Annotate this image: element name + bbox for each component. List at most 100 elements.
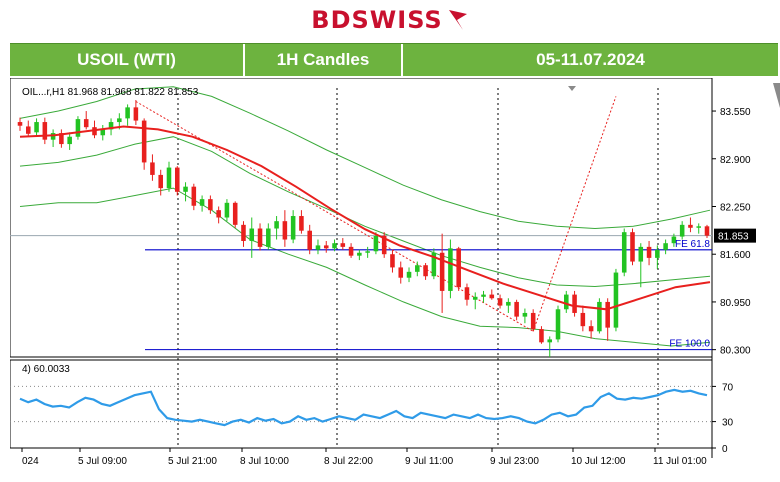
lower-band-line	[19, 187, 711, 347]
candle-body	[257, 228, 263, 247]
candle-body	[597, 301, 602, 332]
brand-logo-text: BDSWISS	[311, 6, 443, 34]
candle-body	[679, 224, 685, 237]
candle-4	[50, 129, 56, 148]
candle-53	[456, 246, 461, 291]
candle-body	[315, 245, 321, 250]
candle-51	[439, 233, 445, 313]
candle-body	[17, 122, 23, 126]
candle-body	[580, 312, 586, 327]
oscillator-tick-label-1: 30	[722, 418, 734, 429]
candle-body	[431, 252, 437, 277]
candle-body	[655, 249, 660, 258]
oscillator-title: 4) 60.0033	[22, 364, 70, 375]
candle-body	[241, 224, 246, 241]
candle-body	[663, 243, 668, 250]
candle-body	[530, 312, 536, 330]
candle-body	[406, 271, 412, 278]
candle-37	[323, 240, 329, 253]
candle-body	[50, 133, 56, 140]
chart-labels: OIL...r,H1 81.968 81.968 81.822 81.853 FE…	[22, 87, 710, 350]
oscillator-tick-label-2: 0	[722, 444, 728, 455]
chart-frame	[9, 77, 713, 458]
candle-52	[448, 239, 453, 299]
price-tick-label-3: 81.600	[720, 250, 751, 261]
candle-27	[241, 221, 246, 247]
candle-64	[547, 336, 553, 357]
candle-body	[290, 216, 296, 240]
candle-body	[92, 127, 97, 136]
candle-body	[332, 243, 337, 249]
candle-body	[42, 122, 48, 140]
candle-body	[671, 236, 677, 244]
candle-14	[133, 100, 139, 125]
time-tick-label-5: 9 Jul 11:00	[405, 456, 454, 467]
candle-body	[621, 232, 627, 273]
vertical-gridlines	[177, 88, 659, 448]
last-price-badge-box	[714, 228, 756, 243]
candle-body	[456, 248, 461, 288]
candle-body	[514, 301, 519, 317]
candle-42	[365, 246, 370, 258]
candle-34	[299, 210, 304, 234]
candle-35	[307, 224, 312, 255]
candle-71	[605, 298, 610, 341]
candle-body	[340, 243, 346, 247]
chart-title: OIL...r,H1 81.968 81.968 81.822 81.853	[22, 87, 199, 98]
candle-body	[572, 294, 577, 313]
candle-17	[158, 169, 163, 196]
oscillator-tick-label-0: 70	[722, 382, 734, 393]
candle-body	[390, 254, 395, 268]
candle-body	[307, 230, 312, 250]
candle-body	[100, 129, 106, 136]
middle-band-line	[19, 136, 711, 288]
time-tick-label-7: 10 Jul 12:00	[571, 456, 626, 467]
candle-82	[696, 223, 701, 234]
candle-body	[67, 136, 72, 145]
candle-11	[108, 118, 114, 136]
time-tick-label-1: 5 Jul 09:00	[78, 456, 127, 467]
candle-61	[522, 308, 528, 324]
flag-icon	[448, 10, 467, 30]
candle-56	[481, 290, 486, 303]
candle-40	[348, 243, 354, 258]
upper-band-line	[19, 86, 711, 230]
candle-body	[630, 232, 635, 262]
candle-8	[83, 111, 89, 130]
instrument-label: USOIL (WTI)	[10, 44, 245, 76]
oscillator-line	[19, 388, 708, 427]
candle-57	[489, 289, 495, 300]
candle-59	[506, 298, 511, 313]
oscillator-panel: 4) 60.0033	[10, 364, 712, 427]
candle-60	[514, 299, 519, 321]
candle-5	[59, 129, 64, 148]
candle-32	[282, 210, 288, 247]
candle-50	[431, 248, 437, 280]
candle-58	[497, 294, 503, 309]
candle-body	[117, 118, 122, 123]
candle-68	[580, 305, 586, 332]
candle-body	[373, 235, 379, 252]
top-marker	[568, 83, 780, 108]
candle-body	[282, 221, 288, 240]
candle-24	[216, 206, 221, 224]
candle-body	[439, 252, 445, 291]
price-panel	[9, 77, 713, 358]
trend-line-1	[532, 96, 617, 332]
candle-body	[125, 107, 130, 119]
candle-body	[481, 294, 486, 297]
candle-body	[381, 235, 387, 255]
candle-body	[464, 287, 470, 300]
candle-body	[183, 186, 188, 192]
chart-header: USOIL (WTI) 1H Candles 05-11.07.2024	[10, 43, 778, 76]
candle-38	[332, 239, 337, 252]
candle-body	[605, 301, 610, 328]
time-tick-label-3: 8 Jul 10:00	[240, 456, 289, 467]
candle-19	[174, 166, 180, 196]
candle-body	[646, 246, 652, 258]
candle-body	[208, 199, 213, 211]
candlestick-chart: OIL...r,H1 81.968 81.968 81.822 81.853 FE…	[9, 77, 780, 467]
candle-body	[588, 326, 594, 332]
candle-body	[555, 309, 561, 340]
candle-body	[75, 119, 81, 137]
